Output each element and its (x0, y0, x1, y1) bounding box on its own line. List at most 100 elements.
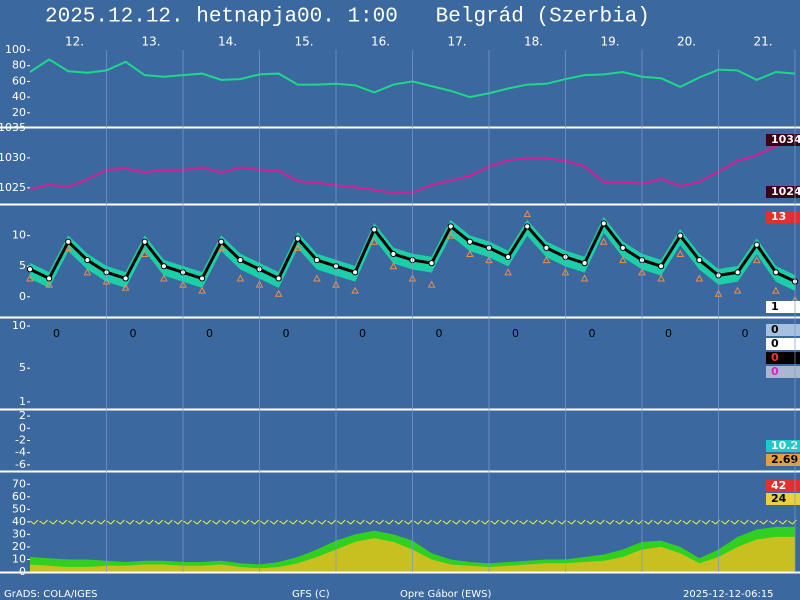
wind-arrow (404, 519, 413, 525)
wind-arrow (500, 519, 509, 525)
x-tick-label: 14. (218, 35, 237, 49)
point (772, 269, 779, 276)
wind-arrow (375, 519, 384, 525)
y-tick-label: 40 (12, 515, 26, 528)
point (46, 275, 53, 282)
wind-arrow (231, 519, 240, 525)
point (466, 238, 473, 245)
wind-arrow (183, 519, 192, 525)
y-tick-label: 5 (19, 361, 26, 374)
point (619, 256, 627, 264)
wind-arrow (538, 519, 548, 525)
point (734, 269, 741, 276)
wind-arrow (471, 519, 480, 525)
wind-arrow (298, 519, 308, 525)
footer-credit: GrADS: COLA/IGES (4, 589, 98, 600)
side-label-box (766, 352, 800, 364)
wind-arrow (288, 519, 298, 525)
point (236, 274, 245, 282)
wind-arrow (39, 519, 48, 525)
wind-arrow (423, 519, 432, 525)
wind-arrow (202, 519, 212, 525)
point (505, 253, 512, 261)
point (237, 256, 244, 264)
y-tick-label: 50 (12, 502, 26, 515)
side-label: 0 (771, 351, 779, 364)
wind-arrow (135, 519, 144, 525)
y-tick-label: 10 (12, 229, 26, 242)
point (389, 262, 398, 270)
point (733, 286, 742, 294)
wind-arrow (720, 519, 730, 525)
point (313, 256, 320, 264)
wind-arrow (260, 519, 269, 525)
x-tick-label: 16. (371, 35, 390, 49)
side-label-box (766, 186, 800, 198)
point (390, 250, 397, 258)
wind-arrow (106, 519, 116, 525)
point (752, 256, 761, 264)
point (600, 220, 607, 227)
side-label: 42 (771, 479, 786, 492)
wind-arrow (29, 519, 39, 525)
point (504, 268, 512, 276)
point (141, 238, 148, 245)
y-tick-label: 20 (12, 540, 26, 553)
wind-arrow (442, 519, 452, 525)
point (140, 249, 149, 257)
point (580, 274, 589, 282)
point (45, 280, 53, 288)
y-tick-label: 1025 (0, 181, 26, 194)
footer-date: 2025-12-12-06:15 (683, 589, 774, 600)
wind-arrow (519, 519, 528, 525)
y-tick-label: 2 (19, 409, 26, 422)
side-label: 1 (771, 300, 779, 313)
point (657, 274, 665, 282)
wind-arrow (634, 519, 644, 525)
y-tick-label: 1 (19, 395, 26, 408)
wind-arrow (154, 519, 164, 525)
side-label-box (766, 324, 800, 336)
y-tick-label: 60 (12, 74, 26, 87)
point (293, 243, 302, 251)
point (677, 232, 684, 239)
point (122, 275, 129, 282)
daily-label: 0 (436, 327, 443, 340)
wind-arrow (250, 519, 260, 525)
point (84, 256, 91, 264)
side-label-box (766, 480, 800, 492)
wind-arrow (269, 519, 279, 525)
y-tick-label: 0 (19, 290, 26, 303)
side-label-box (766, 301, 800, 313)
wind-arrow (672, 519, 682, 525)
wind-arrow (116, 519, 125, 525)
point (428, 260, 435, 267)
wind-arrow (240, 519, 250, 525)
point (198, 286, 206, 294)
side-label: 13 (771, 210, 786, 223)
y-tick-label: 80 (12, 59, 26, 72)
wind-arrow (557, 519, 567, 525)
wind-arrow (740, 519, 749, 525)
wind-arrow (173, 519, 183, 525)
point (543, 244, 550, 251)
side-label: 0 (771, 365, 779, 378)
point (523, 210, 532, 218)
point (524, 223, 531, 230)
wind-arrow (576, 519, 586, 525)
daily-label: 0 (283, 327, 290, 340)
wind-arrow (144, 519, 154, 525)
wind-arrow (605, 519, 615, 525)
wind-arrow (308, 519, 317, 525)
wind-arrow (452, 519, 461, 525)
y-tick-label: 40 (12, 90, 26, 103)
side-label-box (766, 493, 800, 505)
point (294, 235, 301, 242)
wind-arrow (480, 519, 490, 525)
wind-arrow (682, 519, 692, 525)
wind-arrow (413, 519, 423, 525)
x-tick-label: 13. (141, 35, 160, 49)
y-tick-label: 60 (12, 490, 26, 503)
